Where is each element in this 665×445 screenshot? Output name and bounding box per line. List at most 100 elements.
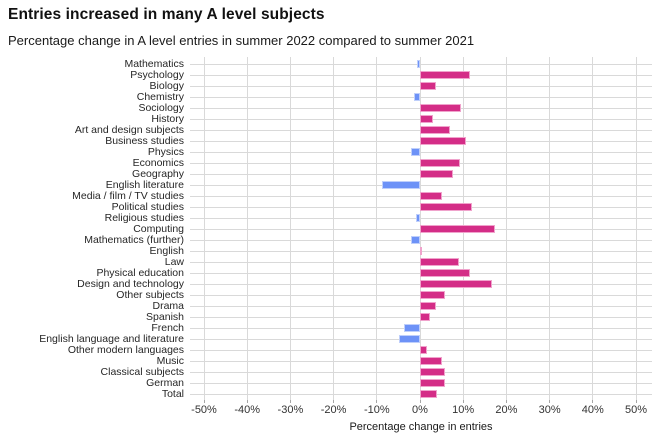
bar-drama bbox=[420, 302, 436, 311]
y-axis-label-sociology: Sociology bbox=[138, 101, 184, 114]
x-tick-mark bbox=[462, 400, 464, 403]
y-axis-label-english-literature: English literature bbox=[105, 178, 184, 191]
x-tick-mark bbox=[635, 400, 637, 403]
y-axis-label-geography: Geography bbox=[132, 167, 184, 180]
x-tick-mark bbox=[376, 400, 378, 403]
bar-sociology bbox=[420, 104, 461, 113]
y-axis-label-french: French bbox=[151, 321, 184, 334]
x-tick-mark bbox=[592, 400, 594, 403]
y-axis-label-physics: Physics bbox=[147, 145, 184, 158]
y-axis-label-art-and-design-subjects: Art and design subjects bbox=[74, 123, 184, 136]
y-axis-label-political-studies: Political studies bbox=[111, 200, 184, 213]
x-tick-label--10: -10% bbox=[363, 404, 390, 416]
bar-computing bbox=[420, 225, 496, 234]
gridline-row bbox=[190, 63, 652, 65]
y-axis-label-english-language-and-literature: English language and literature bbox=[39, 332, 184, 345]
bar-political-studies bbox=[420, 203, 473, 212]
bar-french bbox=[404, 324, 420, 333]
y-axis-label-physical-education: Physical education bbox=[96, 266, 184, 279]
bar-biology bbox=[420, 82, 437, 91]
bar-english-literature bbox=[381, 181, 420, 190]
bar-mathematics-further bbox=[410, 236, 420, 245]
gridline-row bbox=[190, 217, 652, 219]
gridline-x--50 bbox=[203, 57, 205, 400]
x-tick-mark bbox=[505, 400, 507, 403]
y-axis-label-biology: Biology bbox=[149, 79, 184, 92]
x-tick-mark bbox=[289, 400, 291, 403]
bar-physics bbox=[410, 148, 420, 157]
gridline-x-50 bbox=[635, 57, 637, 400]
plot-panel bbox=[190, 57, 652, 400]
y-axis-label-drama: Drama bbox=[152, 299, 184, 312]
chart-title: Entries increased in many A level subjec… bbox=[8, 6, 325, 23]
bar-business-studies bbox=[420, 137, 466, 146]
y-axis-label-history: History bbox=[151, 112, 184, 125]
bar-classical-subjects bbox=[420, 368, 446, 377]
x-tick-label--30: -30% bbox=[277, 404, 304, 416]
x-tick-mark bbox=[419, 400, 421, 403]
y-axis-label-business-studies: Business studies bbox=[105, 134, 184, 147]
y-axis-label-law: Law bbox=[164, 255, 184, 268]
bar-art-and-design-subjects bbox=[420, 126, 451, 135]
bar-media-film-tv-studies bbox=[420, 192, 443, 201]
x-tick-mark bbox=[549, 400, 551, 403]
y-axis-label-chemistry: Chemistry bbox=[136, 90, 184, 103]
bar-physical-education bbox=[420, 269, 471, 278]
y-axis-label-media-film-tv-studies: Media / film / TV studies bbox=[72, 189, 184, 202]
x-tick-label-20: 20% bbox=[495, 404, 518, 416]
y-axis-label-mathematics: Mathematics bbox=[124, 57, 184, 70]
bar-religious-studies bbox=[415, 214, 420, 223]
y-axis-label-spanish: Spanish bbox=[146, 310, 184, 323]
bar-mathematics bbox=[416, 60, 420, 69]
x-tick-mark bbox=[246, 400, 248, 403]
gridline-x-30 bbox=[549, 57, 551, 400]
gridline-x-20 bbox=[505, 57, 507, 400]
bar-geography bbox=[420, 170, 453, 179]
bar-chemistry bbox=[414, 93, 420, 102]
bar-economics bbox=[420, 159, 461, 168]
bar-other-subjects bbox=[420, 291, 445, 300]
bar-history bbox=[420, 115, 434, 124]
y-axis-label-classical-subjects: Classical subjects bbox=[100, 365, 184, 378]
x-tick-label-50: 50% bbox=[624, 404, 648, 416]
x-tick-label-30: 30% bbox=[538, 404, 561, 416]
gridline-row bbox=[190, 184, 652, 186]
x-tick-label-10: 10% bbox=[452, 404, 475, 416]
gridline-row bbox=[190, 327, 652, 329]
x-tick-label--20: -20% bbox=[320, 404, 347, 416]
y-axis-label-mathematics-further: Mathematics (further) bbox=[84, 233, 184, 246]
x-axis-title: Percentage change in entries bbox=[349, 421, 493, 433]
gridline-x--40 bbox=[246, 57, 248, 400]
y-axis-label-psychology: Psychology bbox=[130, 68, 184, 81]
gridline-x-40 bbox=[592, 57, 594, 400]
y-axis-label-computing: Computing bbox=[133, 222, 184, 235]
gridline-x--10 bbox=[376, 57, 378, 400]
y-axis-label-economics: Economics bbox=[132, 156, 184, 169]
gridline-row bbox=[190, 151, 652, 153]
gridline-row bbox=[190, 338, 652, 340]
bar-law bbox=[420, 258, 459, 267]
y-axis-label-religious-studies: Religious studies bbox=[104, 211, 184, 224]
x-tick-label--50: -50% bbox=[191, 404, 217, 416]
bar-english-language-and-literature bbox=[399, 335, 420, 344]
bar-other-modern-languages bbox=[420, 346, 428, 355]
y-axis-label-english: English bbox=[149, 244, 184, 257]
y-axis-label-german: German bbox=[146, 376, 184, 389]
gridline-x--20 bbox=[333, 57, 335, 400]
y-axis-label-total: Total bbox=[161, 387, 184, 400]
bar-music bbox=[420, 357, 443, 366]
bar-german bbox=[420, 379, 446, 388]
x-tick-label--40: -40% bbox=[234, 404, 261, 416]
y-axis-label-other-modern-languages: Other modern languages bbox=[67, 343, 184, 356]
gridline-row bbox=[190, 239, 652, 241]
y-axis-label-music: Music bbox=[156, 354, 184, 367]
bar-spanish bbox=[420, 313, 430, 322]
bar-design-and-technology bbox=[420, 280, 492, 289]
x-tick-mark bbox=[333, 400, 335, 403]
x-tick-mark bbox=[203, 400, 205, 403]
x-tick-label-0: 0% bbox=[412, 404, 428, 416]
bar-total bbox=[420, 390, 438, 399]
gridline-x--30 bbox=[289, 57, 291, 400]
chart-subtitle: Percentage change in A level entries in … bbox=[8, 33, 475, 48]
